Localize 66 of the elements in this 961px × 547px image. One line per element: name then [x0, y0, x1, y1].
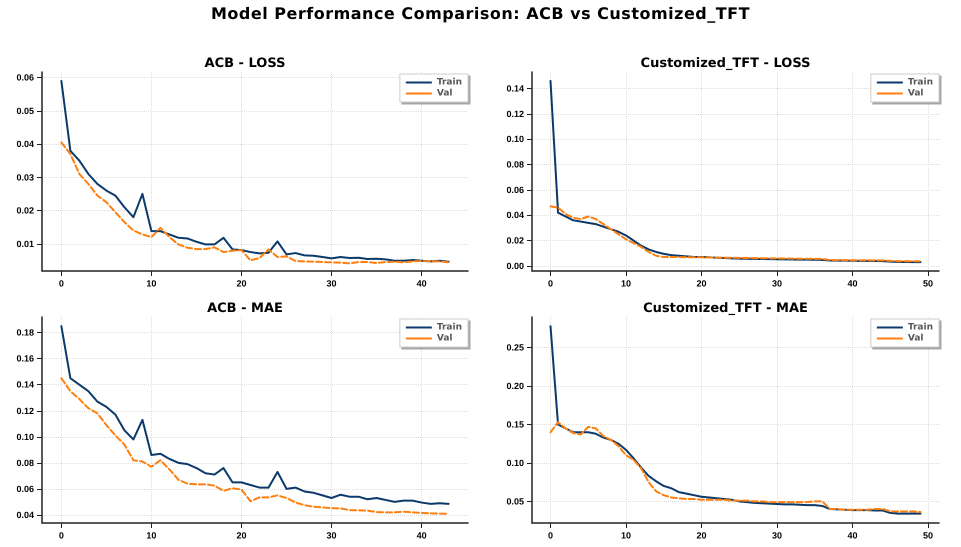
- x-tick-label: 0: [548, 278, 554, 288]
- x-tick-label: 50: [923, 278, 934, 288]
- x-tick-label: 40: [416, 278, 427, 288]
- x-tick-label: 20: [696, 530, 707, 540]
- y-tick-label: 0.14: [16, 380, 34, 390]
- y-tick-label: 0.04: [16, 139, 34, 150]
- legend-label: Val: [908, 334, 924, 344]
- x-tick-label: 20: [696, 278, 707, 288]
- y-tick-label: 0.16: [16, 354, 34, 364]
- line-series: [60, 377, 450, 515]
- x-tick-label: 0: [548, 530, 554, 540]
- x-tick-label: 30: [326, 530, 337, 540]
- y-tick-label: 0.05: [506, 496, 524, 506]
- legend-label: Train: [436, 78, 462, 88]
- y-tick-label: 0.02: [16, 206, 34, 216]
- y-tick-label: 0.20: [506, 381, 524, 392]
- y-tick-label: 0.10: [16, 432, 34, 442]
- y-tick-label: 0.06: [506, 184, 524, 195]
- x-tick-label: 10: [621, 530, 632, 540]
- y-tick-label: 0.00: [506, 260, 524, 271]
- y-tick-label: 0.08: [506, 160, 524, 170]
- legend-label: Val: [436, 334, 452, 344]
- x-tick-label: 30: [326, 278, 337, 288]
- y-tick-label: 0.12: [506, 108, 524, 119]
- legend-label: Val: [436, 88, 452, 98]
- x-tick-label: 30: [772, 530, 782, 540]
- chart-title: Customized_TFT - LOSS: [640, 56, 810, 71]
- x-tick-label: 50: [923, 530, 934, 540]
- y-tick-label: 0.01: [16, 238, 34, 249]
- y-tick-label: 0.10: [506, 458, 524, 468]
- y-tick-label: 0.02: [506, 236, 524, 246]
- y-tick-label: 0.18: [16, 328, 34, 338]
- chart-title: ACB - MAE: [207, 301, 283, 316]
- y-tick-label: 0.04: [506, 210, 524, 220]
- legend-label: Train: [436, 322, 462, 332]
- y-tick-label: 0.05: [16, 106, 34, 116]
- x-tick-label: 10: [146, 278, 156, 288]
- x-tick-label: 40: [848, 278, 858, 288]
- x-tick-label: 40: [416, 530, 427, 540]
- line-series: [550, 205, 922, 262]
- y-tick-label: 0.04: [16, 510, 34, 520]
- x-tick-label: 40: [848, 530, 858, 540]
- x-tick-label: 20: [236, 278, 246, 288]
- line-series: [60, 141, 450, 264]
- y-tick-label: 0.06: [16, 484, 34, 494]
- x-tick-label: 0: [58, 278, 64, 288]
- y-tick-label: 0.15: [506, 420, 524, 430]
- line-series: [550, 421, 922, 514]
- x-tick-label: 10: [146, 530, 156, 540]
- x-tick-label: 30: [772, 278, 782, 288]
- legend-label: Train: [908, 78, 933, 88]
- text: Model Performance Comparison: ACB vs Customized_TFT: [210, 4, 751, 23]
- legend-label: Train: [908, 322, 933, 332]
- y-tick-label: 0.10: [506, 134, 524, 144]
- y-tick-label: 0.14: [506, 83, 524, 94]
- y-tick-label: 0.12: [16, 406, 34, 416]
- y-tick-label: 0.06: [16, 72, 34, 83]
- legend-label: Val: [908, 88, 924, 98]
- x-tick-label: 10: [621, 278, 632, 288]
- y-tick-label: 0.08: [16, 458, 34, 468]
- y-tick-label: 0.03: [16, 172, 34, 182]
- y-tick-label: 0.25: [506, 342, 524, 353]
- x-tick-label: 0: [58, 530, 64, 540]
- chart-title: ACB - LOSS: [204, 56, 286, 71]
- chart-title: Customized_TFT - MAE: [643, 301, 808, 316]
- x-tick-label: 20: [236, 530, 246, 540]
